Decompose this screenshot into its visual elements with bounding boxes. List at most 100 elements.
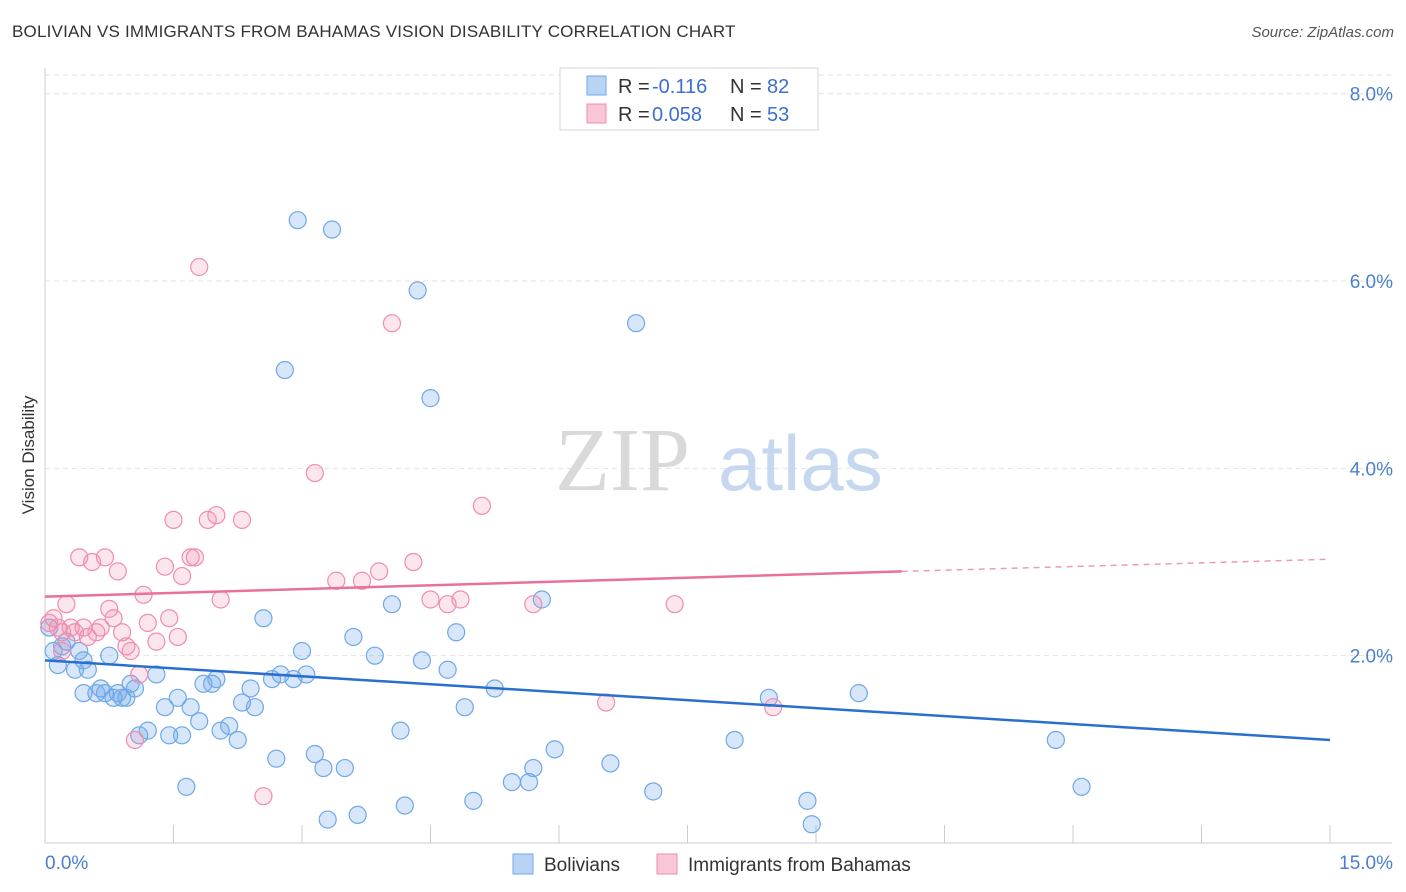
bottom-legend-swatch-bahamas: [656, 853, 678, 875]
point-bolivians: [644, 782, 663, 801]
legend-r-label-2: R =: [618, 104, 650, 126]
point-bahamas: [100, 599, 119, 618]
point-bolivians: [211, 721, 230, 740]
point-bahamas: [305, 463, 324, 483]
point-bahamas: [138, 613, 157, 633]
point-bahamas: [168, 627, 187, 647]
scatter-points: [40, 211, 1091, 834]
point-bolivians: [348, 805, 367, 825]
watermark-zip: ZIP: [555, 411, 690, 510]
point-bolivians: [228, 730, 247, 750]
point-bolivians: [74, 684, 93, 703]
point-bolivians: [155, 698, 175, 717]
watermark: ZIP atlas: [555, 411, 883, 510]
point-bahamas: [382, 314, 402, 333]
legend-n-label-1: N =: [730, 76, 762, 98]
point-bolivians: [172, 726, 192, 745]
point-bolivians: [177, 777, 196, 796]
point-bahamas: [185, 548, 205, 567]
point-bolivians: [181, 698, 200, 717]
point-bolivians: [532, 590, 551, 609]
point-bolivians: [168, 688, 187, 707]
point-bolivians: [545, 740, 564, 759]
point-bahamas: [53, 641, 72, 661]
top-legend: R = -0.116 N = 82 R = 0.058 N = 53: [559, 67, 819, 131]
point-bahamas: [172, 566, 192, 586]
point-bolivians: [78, 660, 97, 679]
trend-line-bahamas: [44, 570, 902, 598]
point-bolivians: [382, 595, 402, 614]
point-bolivians: [160, 726, 179, 745]
point-bahamas: [404, 552, 423, 572]
point-bolivians: [267, 749, 286, 768]
point-bolivians: [297, 665, 316, 684]
point-bolivians: [314, 758, 333, 778]
point-bolivians: [241, 679, 260, 698]
point-bolivians: [1046, 730, 1065, 750]
legend-r-label-1: R =: [618, 76, 650, 98]
point-bahamas: [121, 641, 140, 661]
point-bolivians: [502, 773, 521, 792]
point-bolivians: [344, 627, 363, 647]
point-bolivians: [798, 791, 817, 810]
point-bahamas: [147, 632, 166, 651]
y-tick-label: 2.0%: [1350, 647, 1393, 668]
point-bahamas: [78, 627, 97, 647]
point-bolivians: [412, 651, 432, 670]
point-bolivians: [725, 730, 744, 750]
point-bolivians: [335, 758, 354, 778]
source-label: Source: ZipAtlas.com: [1251, 24, 1394, 41]
bottom-legend-bolivians: Bolivians: [544, 855, 620, 876]
point-bolivians: [100, 646, 119, 665]
point-bolivians: [292, 641, 312, 661]
legend-r-value-1: -0.116: [652, 76, 707, 98]
legend-n-value-2: 53: [767, 104, 789, 126]
point-bolivians: [254, 609, 273, 628]
point-bolivians: [220, 716, 239, 736]
point-bahamas: [352, 571, 372, 590]
point-bolivians: [275, 360, 294, 380]
y-axis-label: Vision Disability: [19, 395, 38, 514]
point-bolivians: [138, 721, 157, 740]
y-tick-label: 8.0%: [1350, 85, 1393, 106]
bottom-legend-bahamas: Immigrants from Bahamas: [688, 855, 911, 876]
legend-swatch-bahamas: [586, 103, 607, 124]
point-bahamas: [95, 548, 115, 567]
y-tick-label: 4.0%: [1350, 459, 1393, 480]
point-bolivians: [391, 721, 410, 740]
point-bolivians: [112, 688, 132, 707]
point-bahamas: [44, 609, 63, 628]
point-bahamas: [207, 506, 226, 525]
x-tick-label-min: 0.0%: [45, 853, 88, 874]
point-bolivians: [464, 791, 483, 810]
point-bahamas: [370, 562, 389, 581]
point-bolivians: [519, 773, 539, 792]
point-bahamas: [524, 595, 543, 614]
point-bolivians: [421, 389, 440, 408]
point-bolivians: [524, 758, 543, 778]
point-bolivians: [802, 815, 821, 834]
point-bahamas: [232, 510, 252, 529]
point-bolivians: [305, 744, 324, 764]
legend-r-value-2: 0.058: [652, 104, 702, 126]
point-bahamas: [125, 730, 145, 750]
point-bahamas: [472, 496, 491, 515]
point-bolivians: [447, 623, 466, 642]
point-bahamas: [190, 257, 209, 277]
point-bahamas: [130, 665, 149, 684]
point-bolivians: [125, 679, 145, 698]
point-bolivians: [322, 220, 342, 239]
point-bahamas: [421, 590, 440, 609]
trend-lines: [44, 558, 1331, 742]
x-tick-label-max: 15.0%: [1339, 853, 1393, 874]
y-tick-label: 6.0%: [1350, 272, 1393, 293]
point-bolivians: [626, 314, 646, 333]
bottom-legend: Bolivians Immigrants from Bahamas: [512, 853, 911, 876]
point-bahamas: [91, 618, 110, 637]
point-bolivians: [849, 684, 868, 703]
chart-title: BOLIVIAN VS IMMIGRANTS FROM BAHAMAS VISI…: [12, 22, 736, 41]
point-bahamas: [57, 595, 76, 614]
point-bahamas: [198, 510, 217, 529]
point-bolivians: [318, 810, 337, 829]
